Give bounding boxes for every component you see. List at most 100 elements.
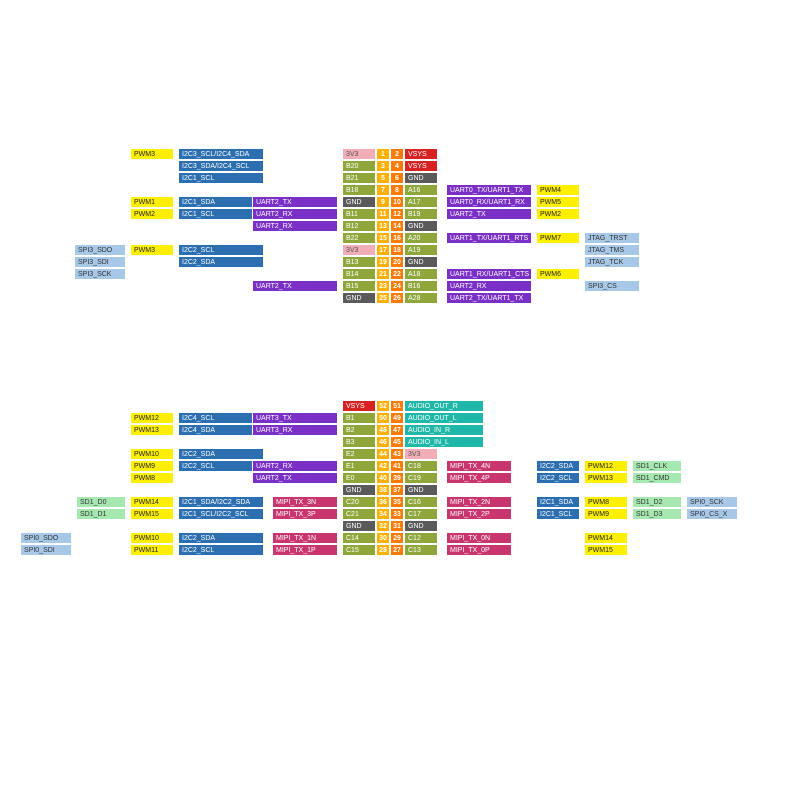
pin-right: C13	[404, 544, 438, 556]
pin-num-left: 34	[376, 508, 390, 520]
func-left: I2C2_SDA	[178, 256, 264, 268]
func-left: I2C1_SCL/I2C2_SCL	[178, 508, 264, 520]
func-right: PWM9	[584, 508, 628, 520]
pin-num-left: 48	[376, 424, 390, 436]
pin-num-right: 51	[390, 400, 404, 412]
func-left: I2C3_SCL/I2C4_SDA	[178, 148, 264, 160]
pin-num-left: 50	[376, 412, 390, 424]
func-right: JTAG_TCK	[584, 256, 640, 268]
pin-num-right: 37	[390, 484, 404, 496]
func-right: UART1_RX/UART1_CTS	[446, 268, 532, 280]
pin-right: A16	[404, 184, 438, 196]
pin-num-right: 39	[390, 472, 404, 484]
pin-right: VSYS	[404, 160, 438, 172]
pin-num-left: 7	[376, 184, 390, 196]
pin-num-right: 18	[390, 244, 404, 256]
func-left: UART2_TX	[252, 280, 338, 292]
func-right: SPI0_SCK	[686, 496, 738, 508]
func-right: UART2_RX	[446, 280, 532, 292]
pin-num-right: 49	[390, 412, 404, 424]
pin-left: B20	[342, 160, 376, 172]
pin-right: AUDIO_OUT_L	[404, 412, 484, 424]
pin-left: E1	[342, 460, 376, 472]
func-left: SD1_D0	[76, 496, 126, 508]
func-left: I2C1_SCL	[178, 172, 264, 184]
pin-right: 3V3	[404, 448, 438, 460]
pin-left: C15	[342, 544, 376, 556]
pin-left: GND	[342, 196, 376, 208]
pin-left: 3V3	[342, 148, 376, 160]
func-right: I2C2_SCL	[536, 472, 580, 484]
func-right: SD1_D3	[632, 508, 682, 520]
pin-num-right: 4	[390, 160, 404, 172]
func-left: PWM11	[130, 544, 174, 556]
pin-left: 3V3	[342, 244, 376, 256]
func-left: PWM10	[130, 532, 174, 544]
pin-right: A28	[404, 292, 438, 304]
pin-left: C14	[342, 532, 376, 544]
func-right: MIPI_TX_0N	[446, 532, 512, 544]
pinout-diagram: 3V3 12 VSYS PWM3 I2C3_SCL/I2C4_SDA B20 34 VSYS I…	[0, 0, 800, 800]
func-left: PWM1	[130, 196, 174, 208]
func-right: SPI0_CS_X	[686, 508, 738, 520]
pin-left: GND	[342, 484, 376, 496]
func-left: UART2_TX	[252, 196, 338, 208]
func-left: PWM13	[130, 424, 174, 436]
func-right: JTAG_TRST	[584, 232, 640, 244]
func-left: I2C3_SDA/I2C4_SCL	[178, 160, 264, 172]
func-right: I2C2_SDA	[536, 460, 580, 472]
func-right: SD1_CLK	[632, 460, 682, 472]
pin-right: GND	[404, 220, 438, 232]
func-right: PWM2	[536, 208, 580, 220]
func-left: PWM3	[130, 148, 174, 160]
pin-left: B15	[342, 280, 376, 292]
func-left: UART2_TX	[252, 472, 338, 484]
pin-right: C19	[404, 472, 438, 484]
func-right: MIPI_TX_2N	[446, 496, 512, 508]
func-left: SPI3_SDI	[74, 256, 126, 268]
pin-num-left: 15	[376, 232, 390, 244]
func-left: I2C2_SCL	[178, 544, 264, 556]
pin-left: B12	[342, 220, 376, 232]
func-left: PWM12	[130, 412, 174, 424]
pin-left: VSYS	[342, 400, 376, 412]
pin-num-right: 22	[390, 268, 404, 280]
pin-right: B19	[404, 208, 438, 220]
func-left: SD1_D1	[76, 508, 126, 520]
func-right: SPI3_CS	[584, 280, 640, 292]
func-left: PWM9	[130, 460, 174, 472]
pin-num-right: 47	[390, 424, 404, 436]
pin-num-right: 12	[390, 208, 404, 220]
pin-num-left: 40	[376, 472, 390, 484]
pin-num-right: 8	[390, 184, 404, 196]
pin-num-left: 11	[376, 208, 390, 220]
pin-num-right: 27	[390, 544, 404, 556]
pin-num-right: 43	[390, 448, 404, 460]
func-right: PWM15	[584, 544, 628, 556]
func-right: MIPI_TX_2P	[446, 508, 512, 520]
pin-left: B14	[342, 268, 376, 280]
pin-num-left: 13	[376, 220, 390, 232]
func-left: SPI0_SDI	[20, 544, 72, 556]
func-right: MIPI_TX_4P	[446, 472, 512, 484]
pin-right: A17	[404, 196, 438, 208]
pin-num-left: 23	[376, 280, 390, 292]
func-left: UART2_RX	[252, 208, 338, 220]
pin-num-right: 26	[390, 292, 404, 304]
pin-num-right: 16	[390, 232, 404, 244]
func-left: I2C2_SDA	[178, 532, 264, 544]
pin-num-right: 6	[390, 172, 404, 184]
func-right: SD1_CMD	[632, 472, 682, 484]
pin-num-left: 42	[376, 460, 390, 472]
pin-left: B18	[342, 184, 376, 196]
func-right: PWM5	[536, 196, 580, 208]
func-left: PWM2	[130, 208, 174, 220]
pin-right: C16	[404, 496, 438, 508]
func-right: I2C1_SCL	[536, 508, 580, 520]
func-right: PWM4	[536, 184, 580, 196]
func-right: PWM8	[584, 496, 628, 508]
func-right: MIPI_TX_4N	[446, 460, 512, 472]
func-left: MIPI_TX_3P	[272, 508, 338, 520]
pin-right: A19	[404, 244, 438, 256]
pin-right: AUDIO_IN_L	[404, 436, 484, 448]
